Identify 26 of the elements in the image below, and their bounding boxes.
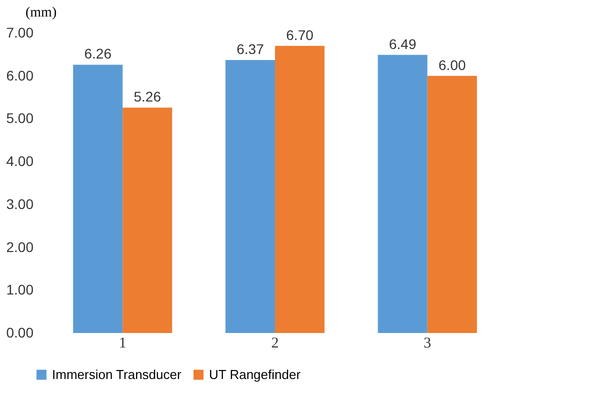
x-tick-label: 1	[118, 336, 126, 352]
y-tick-label: 2.00	[6, 238, 34, 255]
bar	[378, 54, 428, 333]
y-tick-label: 1.00	[6, 282, 34, 298]
data-label: 5.26	[134, 88, 162, 105]
y-tick-label: 4.00	[6, 153, 34, 170]
y-tick-label: 7.00	[6, 24, 34, 40]
y-axis-title: (mm)	[26, 6, 57, 20]
bar	[225, 60, 275, 333]
y-tick-label: 3.00	[6, 196, 34, 212]
x-tick-label: 2	[271, 336, 279, 352]
data-label: 6.26	[84, 46, 112, 62]
y-tick-label: 5.00	[6, 110, 34, 126]
data-label: 6.70	[286, 26, 314, 43]
data-label: 6.00	[438, 56, 466, 73]
y-tick-label: 0.00	[6, 324, 34, 340]
bar	[427, 76, 477, 333]
legend-label: UT Rangefinder	[209, 366, 302, 382]
bar	[73, 64, 123, 333]
x-tick-label: 3	[424, 336, 432, 352]
bar	[275, 46, 325, 333]
y-tick-label: 6.00	[6, 67, 34, 84]
data-label: 6.37	[236, 41, 264, 57]
data-label: 6.49	[388, 36, 416, 52]
legend-label: Immersion Transducer	[52, 366, 182, 382]
bar	[122, 108, 172, 333]
